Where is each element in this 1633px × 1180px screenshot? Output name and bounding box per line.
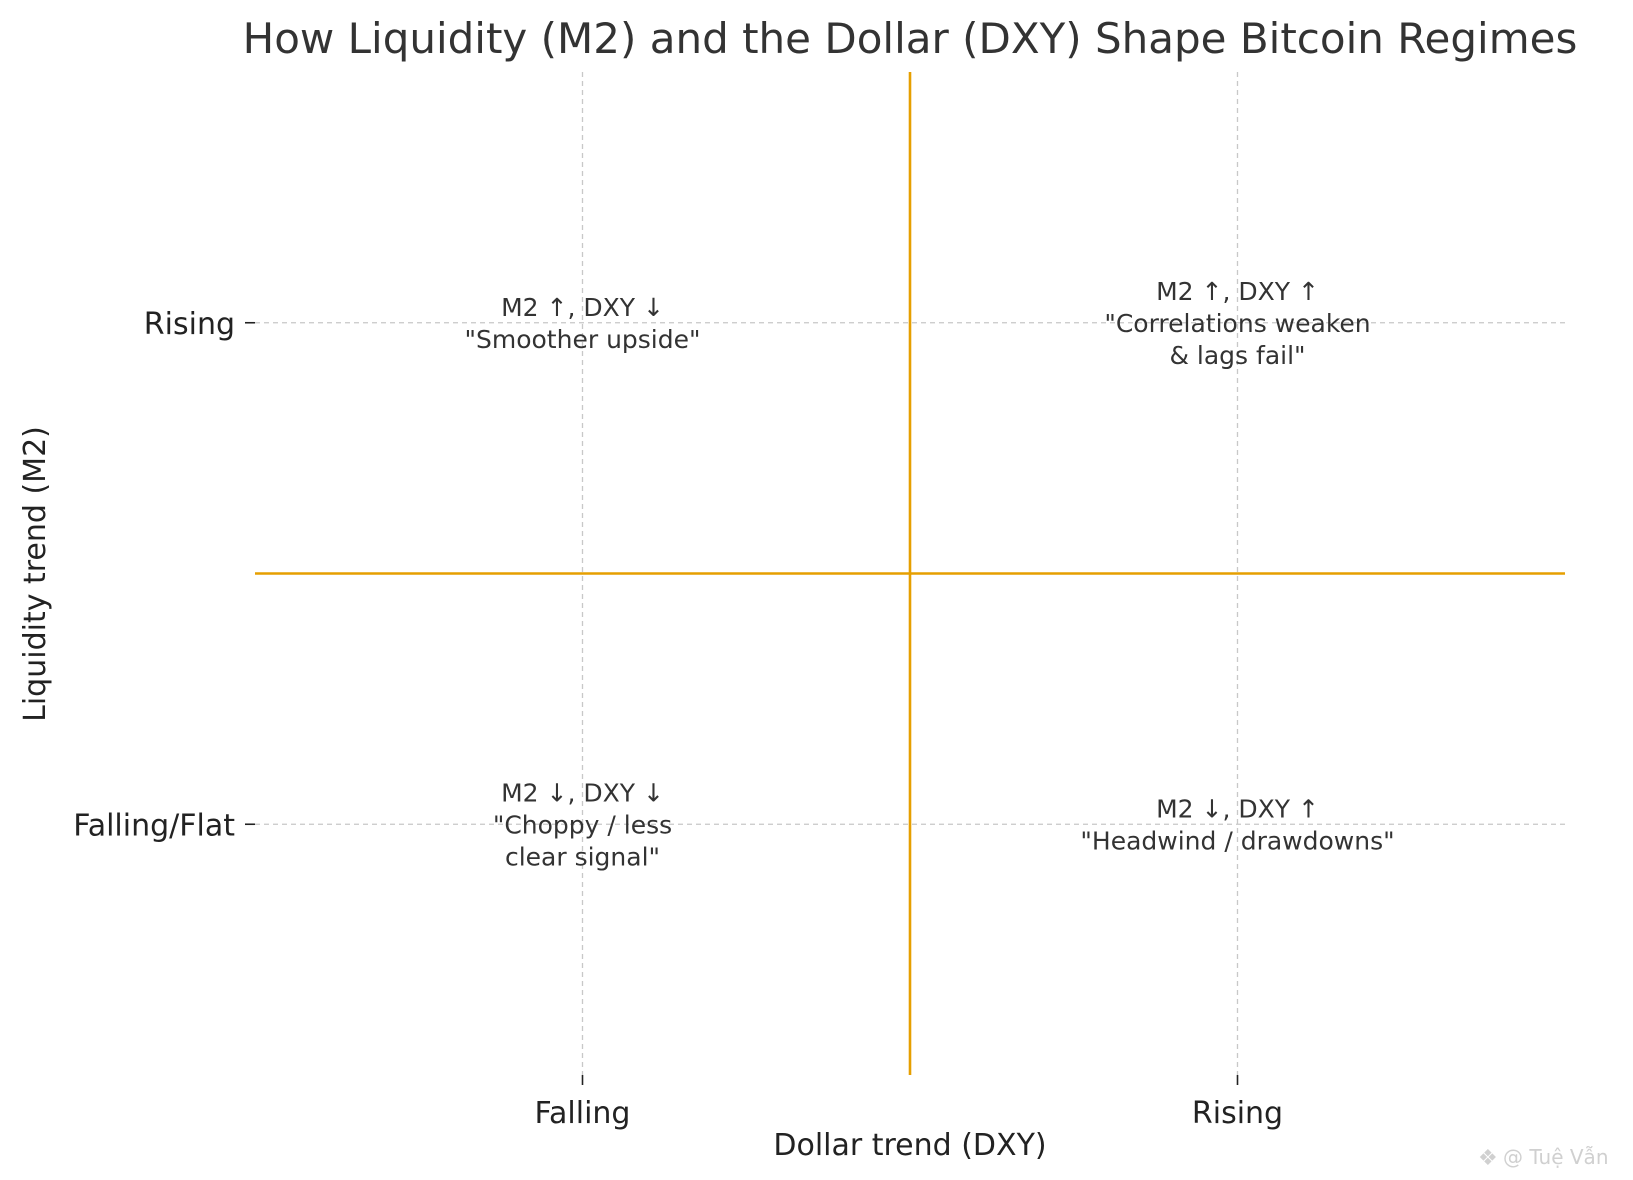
annotation-line: "Choppy / less <box>493 810 672 839</box>
chart-title: How Liquidity (M2) and the Dollar (DXY) … <box>243 14 1578 63</box>
quadrant-annotation: M2 ↑, DXY ↓ "Smoother upside" <box>465 293 701 354</box>
quadrant-annotation: M2 ↑, DXY ↑ "Correlations weaken & lags fa… <box>1104 277 1370 370</box>
annotation-line: & lags fail" <box>1169 341 1305 370</box>
axis-ticks: Falling Rising Falling/Flat Rising <box>73 307 1283 1131</box>
annotation-line: M2 ↓, DXY ↓ <box>501 778 664 807</box>
annotation-line: clear signal" <box>505 842 660 871</box>
annotation-line: M2 ↓, DXY ↑ <box>1156 794 1319 823</box>
x-tick-label: Rising <box>1192 1096 1283 1131</box>
annotation-line: "Correlations weaken <box>1104 309 1370 338</box>
watermark-text: @ Tuệ Vẫn <box>1503 1145 1609 1169</box>
x-axis-label: Dollar trend (DXY) <box>773 1128 1046 1163</box>
annotation-line: "Headwind / drawdowns" <box>1080 826 1394 855</box>
y-tick-label: Rising <box>144 307 235 342</box>
quadrant-annotation: M2 ↓, DXY ↑ "Headwind / drawdowns" <box>1080 794 1394 855</box>
y-axis-label: Liquidity trend (M2) <box>18 426 53 722</box>
quadrant-annotation: M2 ↓, DXY ↓ "Choppy / less clear signal" <box>493 778 672 871</box>
annotation-line: M2 ↑, DXY ↑ <box>1156 277 1319 306</box>
quadrant-annotations: M2 ↑, DXY ↓ "Smoother upside" M2 ↑, DXY ↑ "… <box>465 277 1395 872</box>
y-tick-label: Falling/Flat <box>73 808 235 843</box>
diamond-logo-icon: ❖ <box>1478 1146 1498 1171</box>
annotation-line: "Smoother upside" <box>465 325 701 354</box>
watermark: ❖ @ Tuệ Vẫn <box>1478 1145 1609 1171</box>
grid-lines <box>255 72 1565 1075</box>
x-tick-label: Falling <box>535 1096 631 1131</box>
quadrant-dividers <box>255 72 1565 1075</box>
annotation-line: M2 ↑, DXY ↓ <box>501 293 664 322</box>
